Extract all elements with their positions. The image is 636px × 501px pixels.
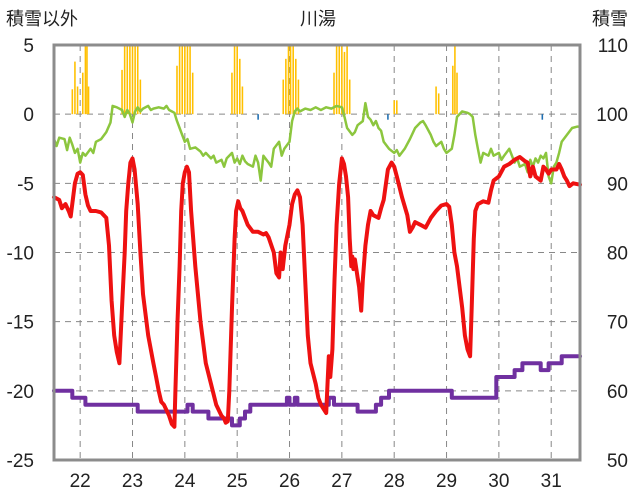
snowfall-bars bbox=[71, 45, 458, 115]
snowfall-bar bbox=[184, 45, 186, 115]
left-tick-label: -5 bbox=[17, 174, 34, 195]
series-lines bbox=[52, 101, 582, 429]
snowfall-bar bbox=[285, 58, 287, 115]
snowfall-bar bbox=[292, 45, 294, 115]
plot-frame bbox=[52, 43, 582, 462]
snowfall-bar bbox=[341, 45, 343, 115]
right-axis-label: 積雪 bbox=[592, 9, 628, 30]
left-tick-label: 5 bbox=[23, 36, 34, 57]
snowfall-bar bbox=[437, 93, 440, 115]
right-tick-label: 90 bbox=[607, 174, 628, 195]
x-tick-label: 23 bbox=[122, 471, 143, 492]
x-tick-label: 27 bbox=[331, 471, 352, 492]
snowfall-bar bbox=[71, 89, 74, 115]
snowfall-bar bbox=[74, 61, 76, 115]
snowfall-bar bbox=[295, 58, 297, 115]
snowfall-bar bbox=[84, 45, 87, 115]
sunshine-line bbox=[52, 101, 582, 185]
right-axis-ticks: 110 100 90 80 70 60 50 bbox=[596, 36, 628, 472]
snowfall-bar bbox=[236, 45, 238, 115]
right-tick-label: 50 bbox=[607, 451, 628, 472]
snowfall-bar bbox=[297, 79, 300, 115]
x-tick-label: 25 bbox=[227, 471, 248, 492]
left-axis-label: 積雪以外 bbox=[6, 9, 78, 30]
snowfall-bar bbox=[123, 45, 126, 115]
x-tick-label: 26 bbox=[279, 471, 300, 492]
snowfall-bar bbox=[86, 45, 88, 115]
snowfall-bar bbox=[181, 45, 184, 115]
precipitation-bars bbox=[257, 114, 544, 120]
left-tick-label: 0 bbox=[23, 105, 34, 126]
snowfall-bar bbox=[191, 72, 194, 115]
precipitation-bar bbox=[387, 114, 389, 120]
right-tick-label: 60 bbox=[607, 382, 628, 403]
snowfall-bar bbox=[348, 79, 351, 115]
right-tick-label: 80 bbox=[607, 244, 628, 265]
snowfall-bar bbox=[186, 45, 189, 115]
snowfall-bar bbox=[287, 45, 290, 115]
temperature-line bbox=[52, 155, 582, 429]
right-tick-label: 100 bbox=[596, 105, 628, 126]
snowfall-bar bbox=[178, 45, 181, 115]
snowfall-bar bbox=[121, 69, 123, 115]
snowfall-bar bbox=[136, 45, 139, 115]
snowfall-bar bbox=[131, 45, 134, 115]
snowfall-bar bbox=[338, 45, 341, 115]
snowfall-bar bbox=[343, 51, 346, 115]
snowfall-bar bbox=[139, 79, 142, 115]
x-tick-label: 29 bbox=[436, 471, 457, 492]
snowfall-bar bbox=[87, 86, 90, 115]
right-tick-label: 70 bbox=[607, 313, 628, 334]
snow_depth-line bbox=[52, 354, 582, 428]
snowfall-bar bbox=[396, 100, 398, 115]
snowfall-bar bbox=[454, 45, 456, 115]
snowfall-bar bbox=[452, 65, 454, 115]
snowfall-bar bbox=[126, 45, 129, 115]
x-tick-label: 30 bbox=[488, 471, 509, 492]
snowfall-bar bbox=[435, 86, 437, 115]
right-tick-label: 110 bbox=[598, 36, 628, 57]
snowfall-bar bbox=[239, 58, 241, 115]
left-tick-label: -10 bbox=[7, 244, 34, 265]
x-tick-label: 31 bbox=[541, 471, 562, 492]
snowfall-bar bbox=[289, 45, 292, 115]
left-tick-label: -20 bbox=[7, 382, 34, 403]
snowfall-bar bbox=[241, 86, 244, 115]
x-tick-label: 22 bbox=[70, 471, 91, 492]
snowfall-bar bbox=[176, 65, 178, 115]
snowfall-bar bbox=[76, 86, 79, 115]
snowfall-bar bbox=[82, 72, 84, 115]
snowfall-bar bbox=[346, 45, 348, 115]
x-axis-ticks: 22 23 24 25 26 27 28 29 30 31 bbox=[70, 471, 562, 492]
x-tick-label: 24 bbox=[174, 471, 196, 492]
precipitation-bar bbox=[541, 114, 544, 120]
snowfall-bar bbox=[231, 72, 233, 115]
snowfall-bar bbox=[456, 72, 458, 115]
left-axis-ticks: 5 0 -5 -10 -15 -20 -25 bbox=[7, 36, 34, 472]
snowfall-bar bbox=[233, 45, 236, 115]
left-tick-label: -15 bbox=[7, 313, 34, 334]
snowfall-bar bbox=[129, 45, 131, 115]
chart-title: 川湯 bbox=[300, 9, 336, 30]
snowfall-bar bbox=[134, 45, 136, 115]
snowfall-bar bbox=[333, 72, 335, 115]
snowfall-bar bbox=[393, 100, 395, 115]
snowfall-bar bbox=[335, 45, 338, 115]
precipitation-bar bbox=[257, 114, 259, 120]
snowfall-bar bbox=[282, 79, 285, 115]
snowfall-bar bbox=[189, 45, 191, 115]
x-tick-label: 28 bbox=[384, 471, 405, 492]
left-tick-label: -25 bbox=[7, 451, 34, 472]
